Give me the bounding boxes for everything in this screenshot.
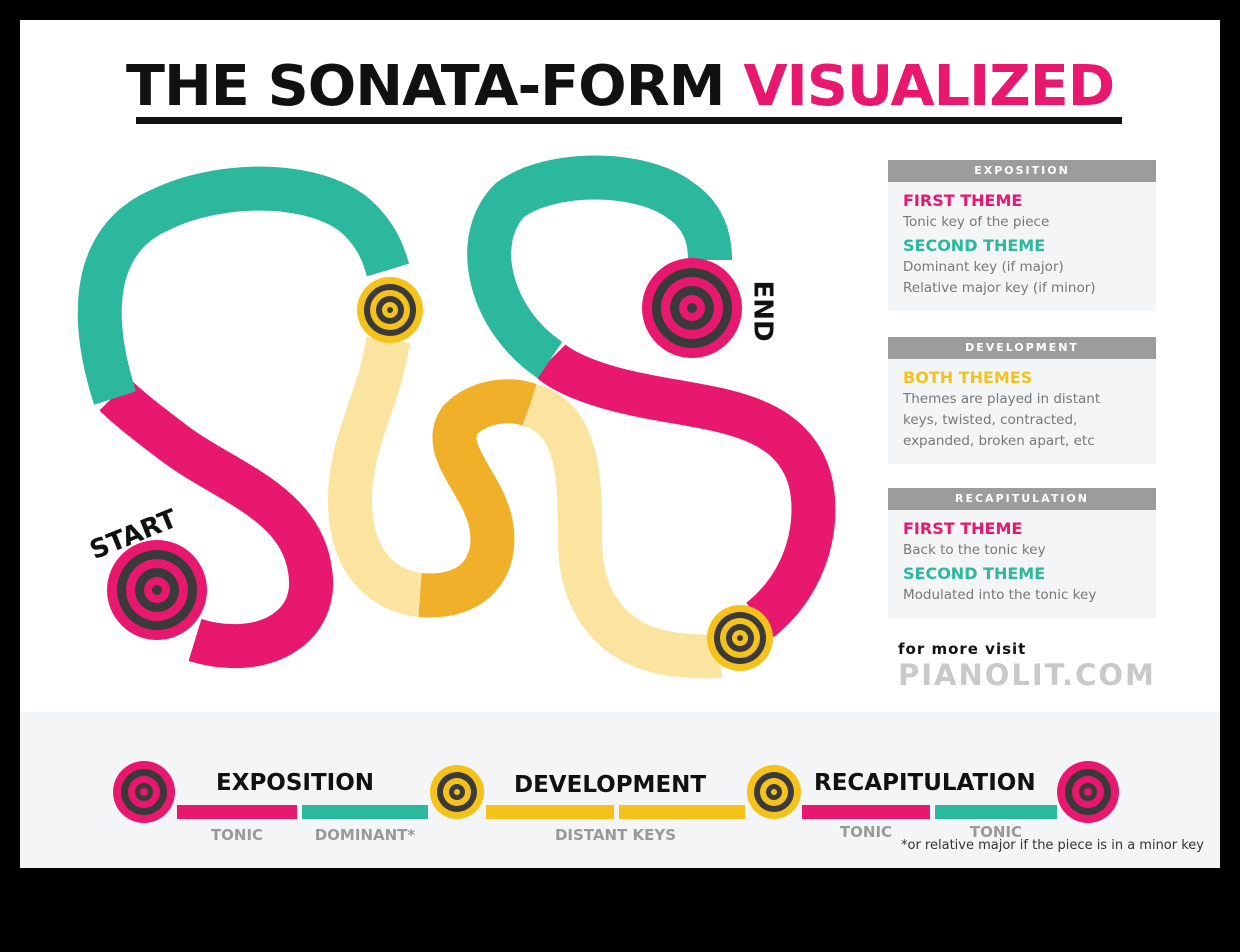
- timeline-phase-development: DEVELOPMENT: [514, 772, 707, 798]
- bar-distant-2: [619, 805, 745, 819]
- path-lightyellow-dev: [327, 336, 424, 617]
- bar-recap-tonic: [802, 805, 930, 819]
- end-target: [642, 258, 742, 358]
- path-lightyellow-dev2: [522, 383, 723, 679]
- path-pink-start: [99, 379, 334, 669]
- bar-dominant: [302, 805, 428, 819]
- visit-text: for more visit: [898, 640, 1027, 658]
- path-teal-exposition: [77, 166, 410, 405]
- label-recap-tonic: TONIC: [839, 823, 893, 841]
- label-tonic: TONIC: [210, 826, 264, 844]
- timeline-start-target: [113, 761, 175, 823]
- path-orange-dev: [418, 379, 538, 618]
- label-distant-keys: DISTANT KEYS: [554, 826, 677, 844]
- end-label: END: [747, 280, 778, 342]
- bar-tonic: [177, 805, 297, 819]
- timeline-phase-exposition: EXPOSITION: [216, 770, 375, 796]
- start-target: [107, 540, 207, 640]
- path-pink-recap: [534, 343, 836, 638]
- panel-exposition: EXPOSITION FIRST THEME Tonic key of the …: [888, 160, 1156, 311]
- infographic: THE SONATA-FORM VISUALIZED START END EXP…: [20, 20, 1220, 868]
- site-link[interactable]: PIANOLIT.COM: [898, 658, 1156, 692]
- title-underline: [136, 117, 1122, 124]
- development-target: [357, 277, 423, 343]
- title-accent: VISUALIZED: [743, 54, 1115, 119]
- footnote: *or relative major if the piece is in a …: [901, 838, 1204, 853]
- timeline-end-target: [1057, 761, 1119, 823]
- page-title: THE SONATA-FORM VISUALIZED: [126, 54, 1115, 119]
- sonata-path-map: [77, 155, 836, 679]
- timeline: EXPOSITION DEVELOPMENT RECAPITULATION TO…: [20, 712, 1220, 868]
- bar-distant-1: [486, 805, 614, 819]
- path-teal-recap: [467, 155, 732, 379]
- timeline-recap-target: [747, 765, 801, 819]
- recapitulation-target: [707, 605, 773, 671]
- panel-recapitulation: RECAPITULATION FIRST THEME Back to the t…: [888, 488, 1156, 618]
- bar-recap-tonic-2: [935, 805, 1057, 819]
- label-dominant: DOMINANT*: [314, 826, 416, 844]
- timeline-dev-target: [430, 765, 484, 819]
- label-recap-tonic-2: TONIC: [969, 823, 1023, 841]
- timeline-phase-recapitulation: RECAPITULATION: [814, 770, 1036, 796]
- panel-development: DEVELOPMENT BOTH THEMES Themes are playe…: [888, 337, 1156, 464]
